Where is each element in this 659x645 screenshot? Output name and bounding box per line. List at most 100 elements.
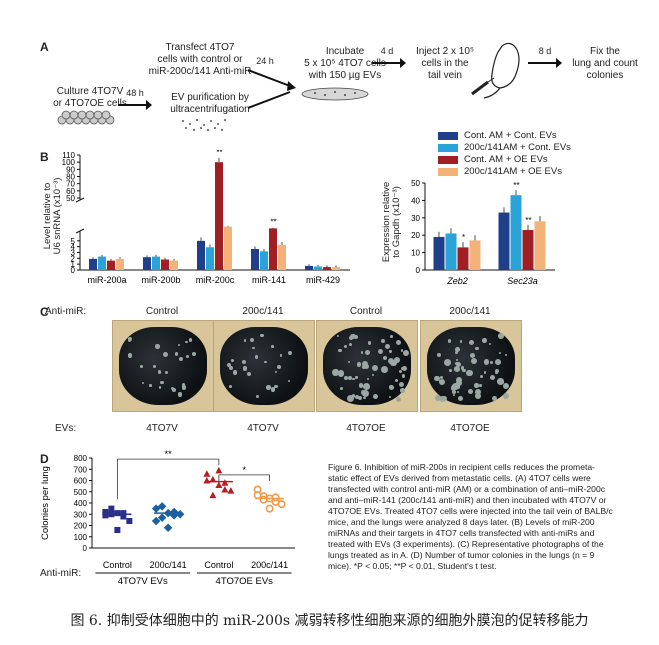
y-tick-label: 3 [71,249,76,258]
photo-antimir-label: Control [145,306,179,317]
tumor-nodule [387,357,394,364]
lung-image [119,327,207,405]
tumor-nodule [178,392,183,397]
tumor-nodule [495,359,501,366]
tumor-nodule [351,377,355,381]
legend-item: Cont. AM + Cont. EVs [438,130,557,141]
tumor-nodule [402,365,408,371]
bar [161,259,169,270]
tumor-nodule [393,357,400,363]
tumor-nodule [454,366,461,373]
y-tick-label: 700 [74,465,88,474]
panel-c-label: C [40,305,49,319]
bar [206,247,214,270]
tumor-nodule [474,389,481,396]
x-tick-label: Control [103,560,132,570]
tumor-nodule [149,384,152,387]
data-point [114,510,121,517]
y-tick-label: 0 [71,266,76,275]
data-point [120,513,127,520]
tumor-nodule [439,375,443,379]
bar [224,226,232,270]
tumor-nodule [189,338,193,342]
tumor-nodule [274,370,278,374]
tumor-nodule [503,383,510,390]
tumor-nodule [469,339,475,346]
tumor-nodule [489,360,493,364]
tumor-nodule [347,361,350,364]
tumor-nodule [274,384,278,388]
tumor-nodule [186,354,190,358]
tumor-nodule [363,396,366,400]
bar [522,229,534,270]
tumor-nodule [455,362,459,366]
lung-photo [420,320,522,412]
y-tick-label: 110 [62,151,75,160]
data-point [215,466,223,474]
y-tick-label: 400 [74,499,88,508]
tumor-nodule [377,348,384,355]
lung-image [427,327,515,405]
y-tick-label: 4 [71,243,76,252]
tumor-nodule [385,343,391,349]
tumor-nodule [347,375,353,380]
group-label: 4TO7OE EVs [216,576,274,587]
data-point [277,500,286,509]
tumor-nodule [436,353,441,358]
tumor-nodule [232,371,238,376]
tumor-nodule [252,346,255,350]
x-tick-label: 200c/141 [150,560,187,570]
tumor-nodule [469,390,472,393]
bar [143,257,151,270]
chart-d-colonies: 0 100 200 300 400 500 600 700 800 Colonies per lu… [40,449,295,587]
y-tick-label: 80 [66,173,75,182]
tumor-nodule [279,354,283,357]
tumor-nodule [488,342,491,346]
tumor-nodule [366,377,370,381]
tumor-nodule [241,359,246,364]
tumor-nodule [163,352,169,357]
bar [469,240,481,270]
arrows-converge [248,69,296,109]
tumor-nodule [439,396,446,402]
tumor-nodule [448,339,452,343]
cell-dish-icon [57,110,115,125]
y-tick-label: 40 [411,196,420,205]
bar [305,265,313,270]
x-tick-label: Zeb2 [446,276,468,286]
tumor-nodule [459,340,462,343]
tumor-nodule [271,345,274,348]
y-tick-label: 300 [74,510,88,519]
bar [323,267,331,270]
mouse-syringe-icon [471,42,520,99]
tumor-nodule [140,365,143,368]
tumor-nodule [466,369,473,377]
panel-c-evs-label: EVs: [55,423,77,434]
tumor-nodule [350,334,356,340]
bar [269,228,277,270]
tumor-nodule [395,340,401,346]
tumor-nodule [470,357,477,364]
tumor-nodule [356,362,362,367]
y-tick-label: 100 [74,533,88,542]
y-tick-label: 30 [411,214,420,223]
tumor-nodule [340,387,344,391]
tumor-nodule [346,394,354,402]
tumor-nodule [354,394,360,400]
tumor-nodule [179,356,184,361]
photo-antimir-label: 200c/141 [449,306,491,317]
photo-ev-label: 4TO7V [247,423,279,434]
bar [278,244,286,270]
tumor-nodule [480,374,484,379]
tumor-nodule [127,337,132,342]
bar [433,236,445,270]
tumor-nodule [343,344,347,348]
axis-break-mark [75,197,85,203]
bar [457,247,469,270]
bar [445,233,457,270]
y-tick-label: 90 [66,165,75,174]
legend-swatch [438,131,458,140]
data-point [253,491,262,500]
tumor-nodule [482,337,487,343]
